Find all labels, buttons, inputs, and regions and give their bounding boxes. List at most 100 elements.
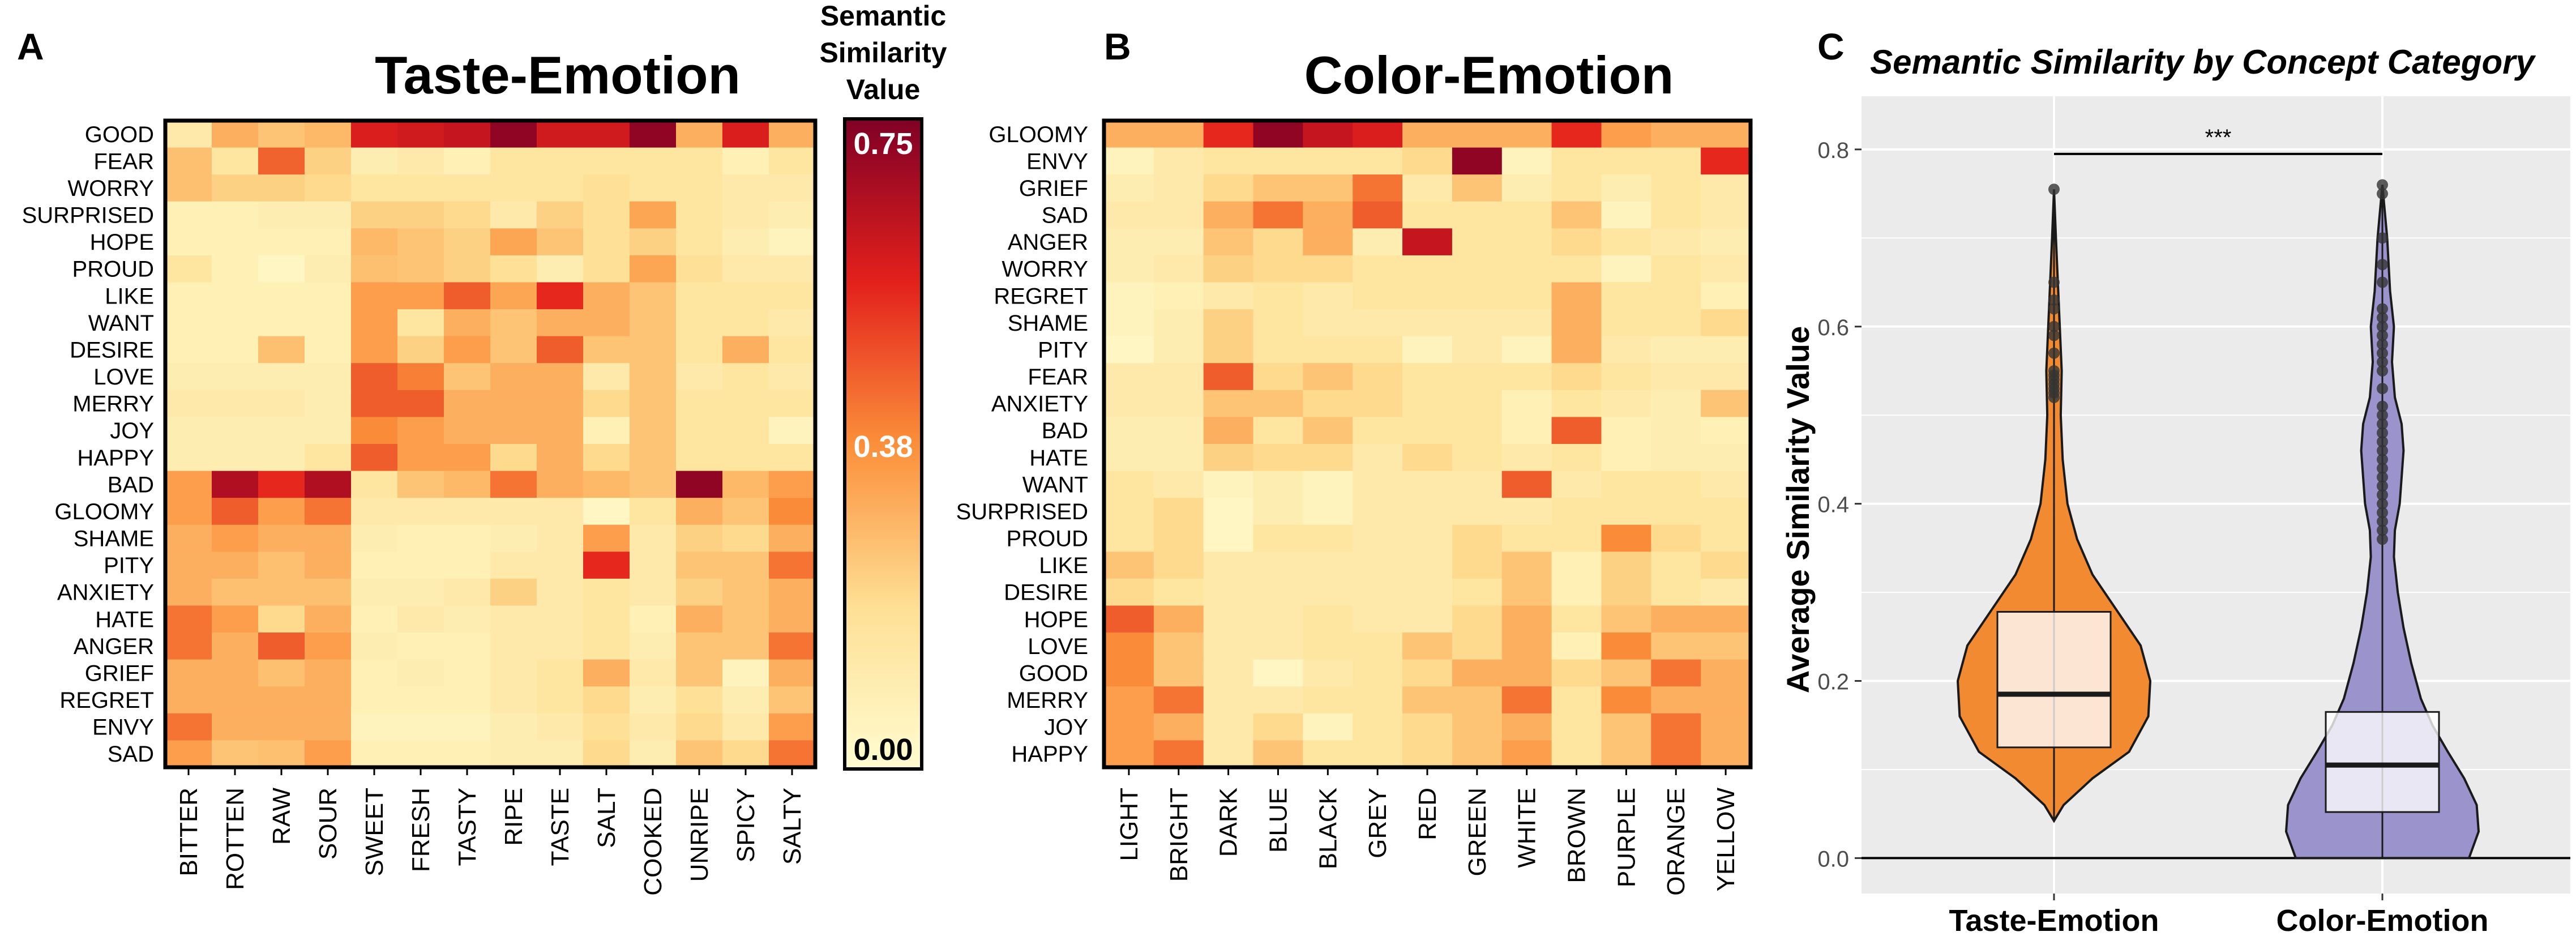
heatmap-b-cell (1353, 417, 1403, 445)
heatmap-b-cell (1153, 363, 1204, 391)
heatmap-a-cell (258, 309, 305, 337)
heatmap-a-row-label: HATE (95, 607, 154, 632)
heatmap-a-cell (583, 578, 630, 606)
heatmap-a-cell (676, 282, 723, 310)
heatmap-b-cell (1651, 605, 1701, 633)
heatmap-a-row-label: PROUD (72, 257, 154, 282)
heatmap-b-cell (1353, 121, 1403, 148)
heatmap-a-cell (305, 121, 352, 148)
heatmap-a-cell (490, 147, 537, 175)
heatmap-a-cell (769, 686, 816, 714)
y-tick-label: 0.0 (1817, 847, 1849, 871)
heatmap-b-row-label: ANGER (1008, 230, 1088, 255)
heatmap-b-cell (1203, 228, 1254, 256)
heatmap-b-cell (1104, 524, 1154, 552)
heatmap-b-cell (1353, 147, 1403, 175)
outlier-point (2377, 489, 2388, 501)
heatmap-a-row-label: HOPE (90, 230, 154, 255)
heatmap-b-cell (1253, 552, 1303, 579)
heatmap-a-cell (537, 444, 584, 472)
box (1996, 611, 2112, 749)
heatmap-a-cell (258, 578, 305, 606)
heatmap-b-cell (1353, 174, 1403, 202)
heatmap-a-cell (676, 578, 723, 606)
heatmap-b-cell (1452, 147, 1503, 175)
plot-panel (1862, 96, 2570, 894)
heatmap-a-cell (583, 471, 630, 498)
outlier-point (2377, 418, 2388, 430)
heatmap-b-cell (1601, 498, 1651, 525)
heatmap-b-cell (1253, 686, 1303, 714)
heatmap-a-cell (537, 605, 584, 633)
heatmap-b-cell (1452, 552, 1503, 579)
heatmap-b-cell (1452, 336, 1503, 364)
heatmap-a-cell (537, 228, 584, 256)
heatmap-b-cell (1501, 390, 1552, 418)
heatmap-a-cell (583, 174, 630, 202)
heatmap-b-cell (1203, 282, 1254, 310)
heatmap-b-cell (1601, 390, 1651, 418)
heatmap-b-cell (1303, 336, 1353, 364)
heatmap-a-cell (444, 524, 491, 552)
heatmap-b-cell (1601, 552, 1651, 579)
heatmap-b-cell (1303, 390, 1353, 418)
heatmap-b-cell (1501, 471, 1552, 498)
heatmap-b-cell (1651, 147, 1701, 175)
heatmap-b-cell (1353, 390, 1403, 418)
heatmap-a-row-label: JOY (110, 418, 154, 443)
heatmap-b-cell (1651, 552, 1701, 579)
heatmap-b-cell (1501, 686, 1552, 714)
heatmap-a-cell (305, 659, 352, 687)
heatmap-a-frame (163, 118, 818, 770)
heatmap-b-cell (1402, 282, 1453, 310)
heatmap-a-cell (583, 632, 630, 660)
heatmap-a-cell (212, 255, 259, 283)
heatmap-a-cell (351, 524, 398, 552)
heatmap-b-col-label: WHITE (1513, 788, 1541, 868)
heatmap-b-cell (1253, 605, 1303, 633)
heatmap-b-cell (1651, 740, 1701, 768)
heatmap-a-cell (397, 444, 444, 472)
heatmap-b-cell (1501, 417, 1552, 445)
outlier-point (2377, 400, 2388, 412)
heatmap-a-cell (397, 309, 444, 337)
heatmap-b-row-label: LIKE (1039, 553, 1088, 578)
heatmap-a-cell (583, 336, 630, 364)
heatmap-b-cell (1651, 713, 1701, 741)
heatmap-b-cell (1601, 686, 1651, 714)
heatmap-a-cell (305, 471, 352, 498)
heatmap-b-cell (1601, 363, 1651, 391)
heatmap-b-cell (1501, 363, 1552, 391)
heatmap-b-cell (1651, 228, 1701, 256)
heatmap-a-cell (397, 201, 444, 229)
heatmap-b-cell (1353, 228, 1403, 256)
heatmap-a-cell (722, 417, 769, 445)
heatmap-a-cell (537, 524, 584, 552)
heatmap-a-cell (351, 309, 398, 337)
heatmap-b-cell (1203, 201, 1254, 229)
heatmap-a-row-label: FEAR (93, 149, 154, 174)
heatmap-b-cell (1203, 336, 1254, 364)
heatmap-a-row-label: GRIEF (85, 661, 154, 686)
heatmap-b-cell (1203, 121, 1254, 148)
heatmap-a-cell (490, 686, 537, 714)
heatmap-a-title: Taste-Emotion (375, 45, 741, 105)
heatmap-a-cell (722, 659, 769, 687)
heatmap-a-cell (583, 713, 630, 741)
heatmap-b-cell (1402, 686, 1453, 714)
heatmap-b-cell (1353, 471, 1403, 498)
heatmap-a-cell (305, 363, 352, 391)
heatmap-a-cell (630, 255, 677, 283)
heatmap-a-cell (397, 390, 444, 418)
heatmap-b-cell (1651, 471, 1701, 498)
heatmap-b-cell (1104, 121, 1154, 148)
heatmap-b-cell (1601, 578, 1651, 606)
heatmap-b-row-label: SURPRISED (956, 499, 1088, 524)
heatmap-a-cell (397, 552, 444, 579)
outlier-point (2377, 320, 2388, 332)
heatmap-a-cell (351, 471, 398, 498)
heatmap-a-cell (490, 201, 537, 229)
heatmap-b-cell (1153, 471, 1204, 498)
heatmap-b-cell (1701, 659, 1751, 687)
heatmap-b-row-label: GLOOMY (989, 122, 1088, 147)
